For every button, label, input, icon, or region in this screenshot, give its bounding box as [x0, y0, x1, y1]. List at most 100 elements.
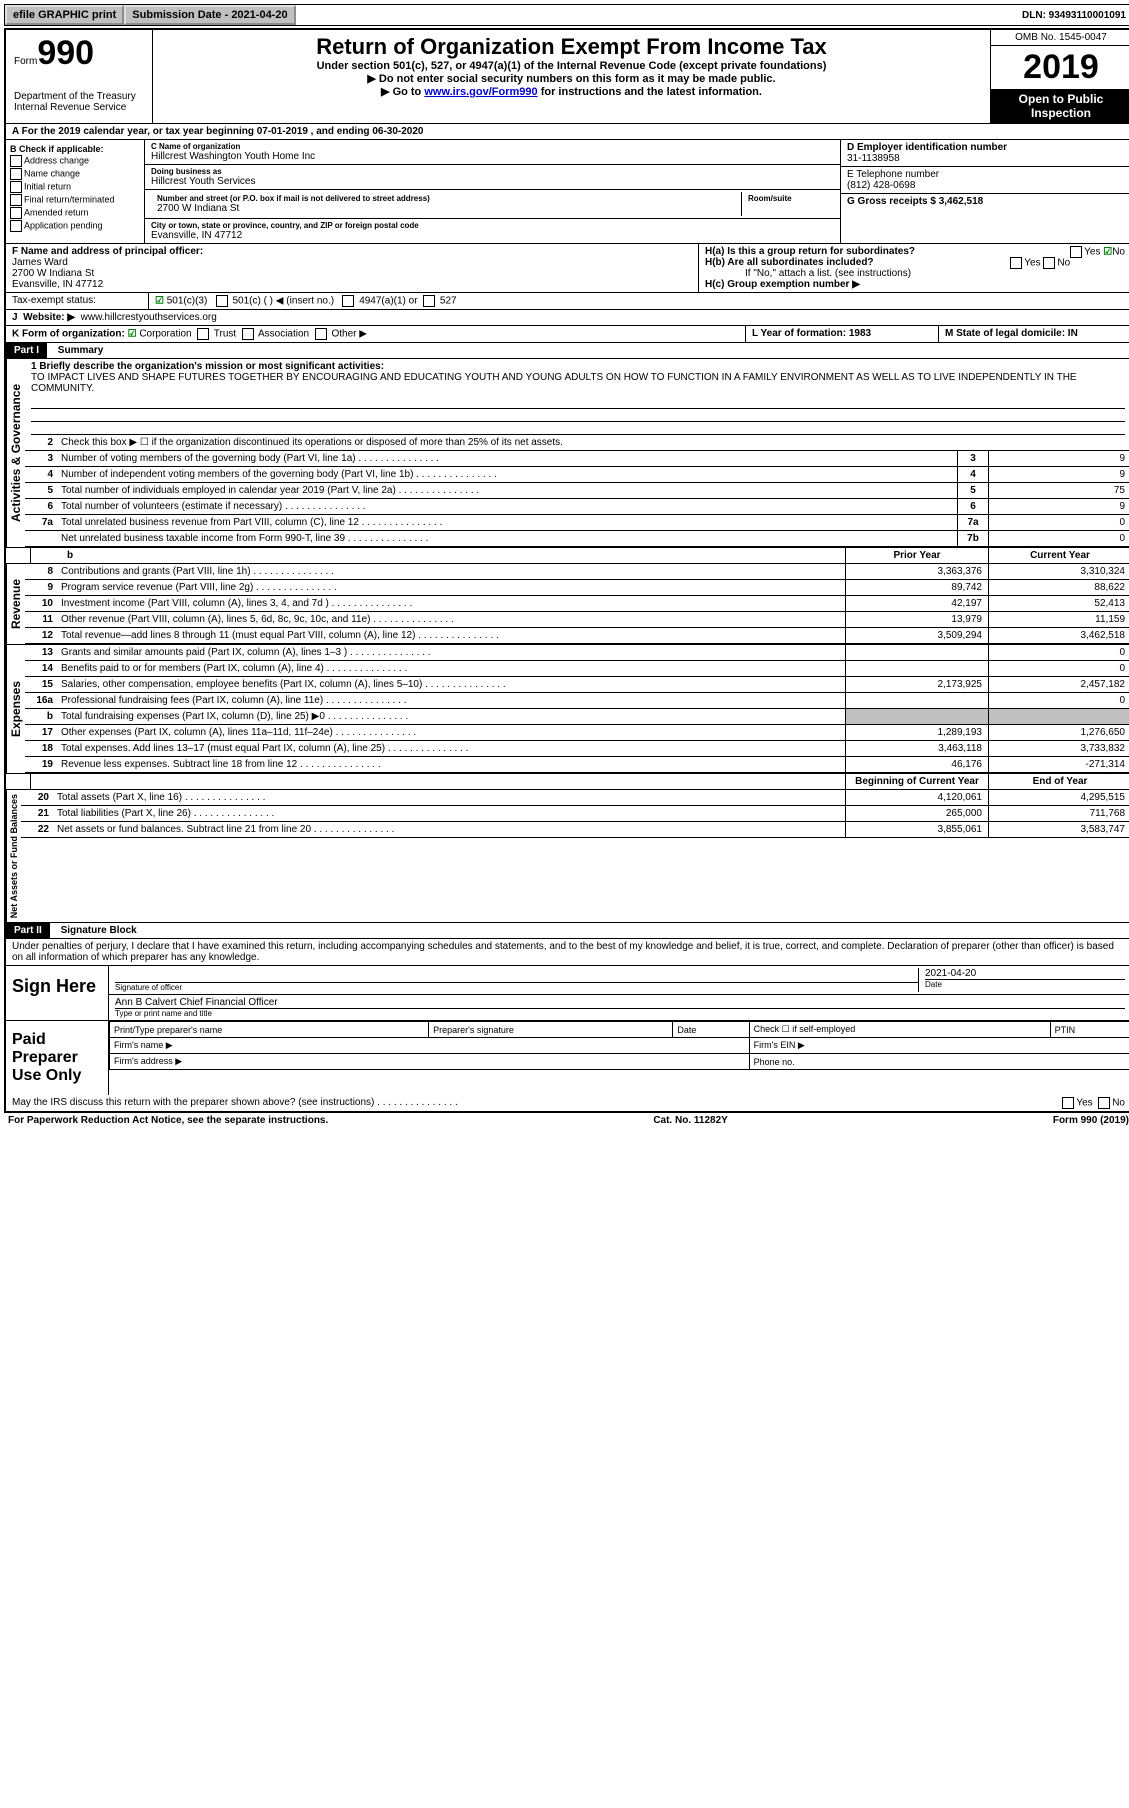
omb-number: OMB No. 1545-0047 — [991, 30, 1129, 46]
ein-value: 31-1138958 — [847, 153, 1125, 164]
dba-label: Doing business as — [151, 167, 834, 176]
phone-label: E Telephone number — [847, 169, 1125, 180]
row-a: A For the 2019 calendar year, or tax yea… — [6, 124, 1129, 140]
note-goto: ▶ Go to www.irs.gov/Form990 for instruct… — [157, 85, 986, 98]
gross-receipts: G Gross receipts $ 3,462,518 — [847, 196, 1125, 207]
cb-pending[interactable]: Application pending — [10, 220, 140, 232]
part1-header: Part I — [6, 343, 47, 358]
cat-no: Cat. No. 11282Y — [653, 1115, 727, 1126]
table-row: 7aTotal unrelated business revenue from … — [25, 515, 1129, 531]
row-f: F Name and address of principal officer:… — [6, 244, 699, 292]
cb-final-return[interactable]: Final return/terminated — [10, 194, 140, 206]
table-row: 14Benefits paid to or for members (Part … — [25, 661, 1129, 677]
discuss-yesno[interactable]: Yes No — [1056, 1095, 1129, 1111]
preparer-table: Print/Type preparer's name Preparer's si… — [109, 1021, 1129, 1070]
row-l: L Year of formation: 1983 — [745, 326, 938, 342]
footer: For Paperwork Reduction Act Notice, see … — [4, 1113, 1129, 1128]
cb-initial-return[interactable]: Initial return — [10, 181, 140, 193]
row-i-label: Tax-exempt status: — [6, 293, 149, 309]
netassets-label: Net Assets or Fund Balances — [6, 790, 21, 922]
table-row: 20Total assets (Part X, line 16)4,120,06… — [21, 790, 1129, 806]
row-j: J Website: ▶ www.hillcrestyouthservices.… — [6, 310, 223, 325]
table-row: 22Net assets or fund balances. Subtract … — [21, 822, 1129, 838]
top-bar: efile GRAPHIC print Submission Date - 20… — [4, 4, 1129, 26]
table-row: 6Total number of volunteers (estimate if… — [25, 499, 1129, 515]
line1-label: 1 Briefly describe the organization's mi… — [31, 361, 384, 372]
inspection-notice: Open to Public Inspection — [991, 90, 1129, 123]
current-year-header: Current Year — [988, 548, 1129, 563]
tax-year: 2019 — [991, 46, 1129, 90]
ein-label: D Employer identification number — [847, 142, 1125, 153]
table-row: 15Salaries, other compensation, employee… — [25, 677, 1129, 693]
mission-text: TO IMPACT LIVES AND SHAPE FUTURES TOGETH… — [31, 372, 1077, 394]
room-label: Room/suite — [748, 194, 828, 203]
discuss-question: May the IRS discuss this return with the… — [6, 1095, 1056, 1111]
subtitle: Under section 501(c), 527, or 4947(a)(1)… — [157, 60, 986, 72]
note-ssn: ▶ Do not enter social security numbers o… — [157, 72, 986, 85]
cb-amended[interactable]: Amended return — [10, 207, 140, 219]
table-row: 5Total number of individuals employed in… — [25, 483, 1129, 499]
table-row: bTotal fundraising expenses (Part IX, co… — [25, 709, 1129, 725]
declaration: Under penalties of perjury, I declare th… — [6, 939, 1129, 966]
cb-name-change[interactable]: Name change — [10, 168, 140, 180]
col-b-title: B Check if applicable: — [10, 144, 140, 154]
type-print-label: Type or print name and title — [115, 1008, 1125, 1018]
form-label: Form — [14, 56, 37, 67]
table-row: 12Total revenue—add lines 8 through 11 (… — [25, 628, 1129, 644]
end-year-header: End of Year — [988, 774, 1129, 789]
table-row: 11Other revenue (Part VIII, column (A), … — [25, 612, 1129, 628]
col-b-checkboxes: B Check if applicable: Address change Na… — [6, 140, 145, 243]
row-m: M State of legal domicile: IN — [938, 326, 1129, 342]
table-row: 8Contributions and grants (Part VIII, li… — [25, 564, 1129, 580]
title-cell: Return of Organization Exempt From Incom… — [153, 30, 991, 123]
table-row: 3Number of voting members of the governi… — [25, 451, 1129, 467]
form-footer: Form 990 (2019) — [1053, 1115, 1129, 1126]
part2-header: Part II — [6, 923, 50, 938]
paid-preparer-label: Paid Preparer Use Only — [6, 1021, 109, 1095]
date-label: Date — [925, 979, 1125, 989]
dba-value: Hillcrest Youth Services — [151, 176, 834, 187]
table-row: Net unrelated business taxable income fr… — [25, 531, 1129, 547]
col-c: C Name of organization Hillcrest Washing… — [145, 140, 841, 243]
row-h: H(a) Is this a group return for subordin… — [699, 244, 1129, 292]
table-row: 19Revenue less expenses. Subtract line 1… — [25, 757, 1129, 773]
revenue-label: Revenue — [6, 564, 25, 644]
line2: Check this box ▶ ☐ if the organization d… — [57, 435, 1129, 450]
governance-label: Activities & Governance — [6, 359, 25, 547]
col-d: D Employer identification number 31-1138… — [841, 140, 1129, 243]
org-name: Hillcrest Washington Youth Home Inc — [151, 151, 834, 162]
dln-label: DLN: 93493110001091 — [1016, 8, 1129, 23]
table-row: 9Program service revenue (Part VIII, lin… — [25, 580, 1129, 596]
cb-address-change[interactable]: Address change — [10, 155, 140, 167]
table-row: 21Total liabilities (Part X, line 26)265… — [21, 806, 1129, 822]
sig-officer-label: Signature of officer — [115, 982, 918, 992]
sign-here-label: Sign Here — [6, 966, 109, 1020]
part2-title: Signature Block — [61, 925, 137, 936]
street-label: Number and street (or P.O. box if mail i… — [157, 194, 735, 203]
expenses-label: Expenses — [6, 645, 25, 773]
street-value: 2700 W Indiana St — [157, 203, 735, 214]
dept-label: Department of the Treasury Internal Reve… — [14, 91, 144, 113]
efile-print-button[interactable]: efile GRAPHIC print — [5, 5, 124, 25]
table-row: 18Total expenses. Add lines 13–17 (must … — [25, 741, 1129, 757]
table-row: 13Grants and similar amounts paid (Part … — [25, 645, 1129, 661]
form-container: Form990 Department of the Treasury Inter… — [4, 28, 1129, 1113]
main-title: Return of Organization Exempt From Incom… — [157, 34, 986, 60]
omb-cell: OMB No. 1545-0047 2019 Open to Public In… — [991, 30, 1129, 123]
begin-year-header: Beginning of Current Year — [845, 774, 988, 789]
phone-value: (812) 428-0698 — [847, 180, 1125, 191]
paperwork-notice: For Paperwork Reduction Act Notice, see … — [8, 1115, 328, 1126]
prior-year-header: Prior Year — [845, 548, 988, 563]
row-i-opts: ☑ 501(c)(3) 501(c) ( ) ◀ (insert no.) 49… — [149, 293, 1129, 309]
form-number: 990 — [37, 34, 94, 72]
part1-title: Summary — [58, 345, 104, 356]
submission-date-button[interactable]: Submission Date - 2021-04-20 — [124, 5, 295, 25]
org-name-label: C Name of organization — [151, 142, 834, 151]
table-row: 4Number of independent voting members of… — [25, 467, 1129, 483]
table-row: 16aProfessional fundraising fees (Part I… — [25, 693, 1129, 709]
table-row: 10Investment income (Part VIII, column (… — [25, 596, 1129, 612]
irs-link[interactable]: www.irs.gov/Form990 — [424, 86, 537, 98]
row-k: K Form of organization: ☑ Corporation Tr… — [6, 326, 745, 342]
city-label: City or town, state or province, country… — [151, 221, 834, 230]
form-id-cell: Form990 Department of the Treasury Inter… — [6, 30, 153, 123]
